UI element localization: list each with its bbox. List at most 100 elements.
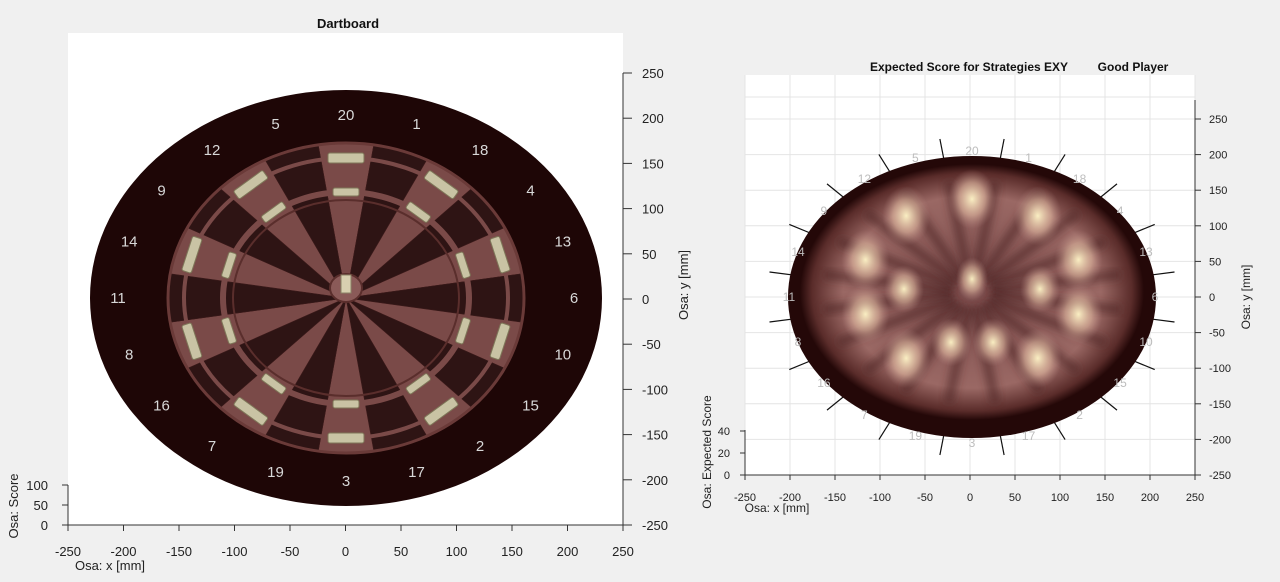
- dartboard-raised-segment: [332, 187, 360, 197]
- dartboard-raised-segment: [221, 317, 237, 345]
- surface-y-tick-label: 100: [1209, 221, 1227, 233]
- surface-x-tick-label: 50: [1009, 492, 1021, 504]
- dartboard-x-tick-label: 0: [342, 544, 349, 559]
- surface-x-tick-label: -50: [917, 492, 933, 504]
- surface-x-tick-label: -250: [734, 492, 756, 504]
- dartboard-y-tick-label: -100: [642, 382, 668, 397]
- surface-sector-number: 1: [1025, 151, 1032, 165]
- surface-peak: [948, 169, 996, 229]
- dartboard-sector-number: 14: [121, 233, 138, 250]
- dartboard-sector-number: 7: [208, 438, 216, 455]
- dartboard-x-tick-label: -250: [55, 544, 81, 559]
- dartboard-z-tick-label: 50: [34, 498, 48, 513]
- dartboard-raised-segment: [233, 170, 269, 200]
- surface-sector-number: 9: [821, 204, 828, 218]
- surface-peak: [1054, 284, 1103, 345]
- surface-sector-number: 17: [1022, 429, 1036, 443]
- surface-y-tick-label: 150: [1209, 185, 1227, 197]
- dartboard-raised-segment: [261, 201, 287, 223]
- dartboard-y-tick-label: -50: [642, 337, 661, 352]
- dartboard-x-tick-label: -100: [221, 544, 247, 559]
- dartboard-y-ticks: 250 200 150 100 50 0 -50 -100 -150 -200 -250: [623, 66, 668, 533]
- dartboard-sector-number: 20: [338, 107, 355, 124]
- surface-z-tick-label: 20: [718, 448, 730, 460]
- dartboard-z-tick-label: 100: [26, 478, 48, 493]
- dartboard-raised-segment: [327, 152, 365, 164]
- dartboard-sector-number: 16: [153, 398, 170, 415]
- dartboard-raised-segment: [327, 432, 365, 444]
- surface-sector-number: 11: [783, 290, 796, 304]
- surface-sector-number: 3: [969, 436, 976, 450]
- dartboard-raised-segment: [455, 317, 471, 345]
- dartboard-x-tick-label: -200: [110, 544, 136, 559]
- dartboard-raised-segment: [181, 322, 203, 360]
- dartboard-x-label: Osa: x [mm]: [75, 558, 145, 573]
- dartboard-raised-segment: [261, 373, 287, 395]
- surface-sector-number: 13: [1139, 245, 1153, 259]
- dartboard-raised-segment: [233, 396, 269, 426]
- surface-z-tick-label: 40: [718, 426, 730, 438]
- surface-title: Expected Score for Strategies EXY: [870, 60, 1068, 74]
- surface-peak: [882, 328, 931, 389]
- dartboard-sector-number: 5: [271, 116, 279, 133]
- surface-sector-number: 20: [965, 144, 979, 158]
- surface-sector-number: 16: [817, 376, 831, 390]
- surface-peak: [1054, 229, 1103, 290]
- dartboard-y-tick-label: 50: [642, 247, 656, 262]
- surface-y-label: Osa: y [mm]: [1239, 265, 1253, 330]
- surface-x-ticks: -250 -200 -150 -100 -50 0 50 100 150 200 250: [734, 475, 1204, 504]
- surface-x-tick-label: 150: [1096, 492, 1114, 504]
- surface-subtitle: Good Player: [1098, 60, 1169, 74]
- surface-x-tick-label: 200: [1141, 492, 1159, 504]
- dartboard-raised-segment: [405, 201, 431, 223]
- surface-z-label: Osa: Expected Score: [700, 395, 714, 509]
- dartboard-sector-number: 17: [408, 464, 425, 481]
- surface-y-tick-label: -50: [1209, 328, 1225, 340]
- dartboard-y-tick-label: 0: [642, 292, 649, 307]
- dartboard-sector-number: 9: [157, 182, 165, 199]
- surface-x-tick-label: -100: [869, 492, 891, 504]
- dartboard-x-ticks: -250 -200 -150 -100 -50 0 50 100 150 200 250: [55, 525, 634, 559]
- surface-y-tick-label: -250: [1209, 470, 1231, 482]
- surface-sector-number: 4: [1117, 204, 1124, 218]
- surface-peak-center: [956, 257, 988, 301]
- dartboard-y-tick-label: 100: [642, 202, 664, 217]
- surface-y-tick-label: 50: [1209, 256, 1221, 268]
- dartboard-y-tick-label: 150: [642, 156, 664, 171]
- dartboard-raised-segment: [221, 251, 237, 279]
- surface-x-tick-label: 250: [1186, 492, 1204, 504]
- surface-y-tick-label: 250: [1209, 114, 1227, 126]
- surface-x-tick-label: 100: [1051, 492, 1069, 504]
- dartboard-x-tick-label: 150: [501, 544, 523, 559]
- surface-sector-number: 14: [791, 245, 805, 259]
- dartboard-raised-segment: [332, 399, 360, 409]
- surface-x-tick-label: -150: [824, 492, 846, 504]
- dartboard-sector-number: 15: [522, 398, 539, 415]
- dartboard-raised-segments: [181, 152, 511, 444]
- dartboard-raised-segment: [489, 322, 511, 360]
- surface-sector-number: 19: [909, 429, 923, 443]
- surface-peak: [841, 284, 890, 345]
- surface-x-tick-label: 0: [967, 492, 973, 504]
- surface-valley: [983, 208, 1082, 286]
- surface-valley: [862, 208, 961, 286]
- surface-sector-number: 10: [1139, 335, 1153, 349]
- surface-z-ticks: 40 20 0: [718, 426, 745, 482]
- surface-peak: [884, 265, 924, 313]
- dartboard-sector-number: 6: [570, 290, 578, 307]
- dartboard-y-label: Osa: y [mm]: [676, 250, 691, 320]
- dartboard-y-tick-label: -250: [642, 518, 668, 533]
- dartboard-chart: Dartboard 20 1 18 4 13 6 10 15 2 17 3 19 7 16 8 11 14 9 12…: [6, 16, 691, 573]
- dartboard-raised-segment: [423, 170, 459, 200]
- dartboard-z-ticks: 100 50 0: [26, 478, 68, 533]
- surface-peaks: [841, 169, 1103, 389]
- dartboard-y-tick-label: -200: [642, 473, 668, 488]
- surface-peak: [973, 318, 1013, 367]
- surface-peak: [882, 185, 931, 246]
- surface-x-label: Osa: x [mm]: [745, 501, 810, 515]
- surface-sector-number: 5: [912, 151, 919, 165]
- dartboard-sector-number: 19: [267, 464, 284, 481]
- dartboard-sector-number: 1: [412, 116, 420, 133]
- dartboard-sector-number: 10: [554, 347, 571, 364]
